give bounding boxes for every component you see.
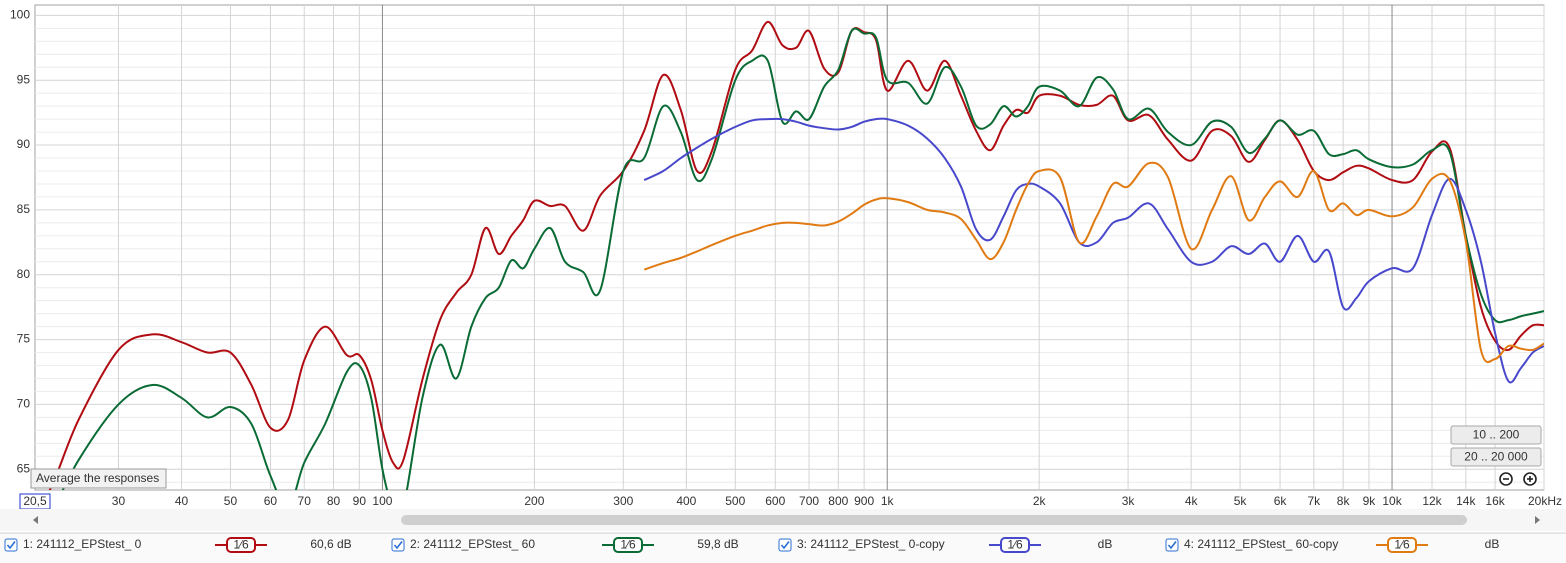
zoom-button-label: 20 .. 20 000	[1464, 450, 1528, 464]
x-tick-label: 3k	[1122, 494, 1136, 508]
series-level: dB	[1485, 537, 1500, 551]
response-curve	[61, 27, 1544, 490]
x-tick-label: 80	[327, 494, 341, 508]
checkbox-tick	[6, 541, 16, 550]
x-tick-label: 2k	[1033, 494, 1047, 508]
x-tick-label: 16k	[1485, 494, 1505, 508]
x-tick-label: 100	[372, 494, 392, 508]
smoothing-label: 1⁄6	[1007, 538, 1023, 552]
series-name[interactable]: 4: 241112_EPStest_ 60-copy	[1184, 537, 1338, 551]
y-tick-label: 100	[10, 8, 30, 22]
series-name[interactable]: 1: 241112_EPStest_ 0	[23, 537, 142, 551]
x-tick-label: 12k	[1422, 494, 1442, 508]
x-tick-label: 6k	[1274, 494, 1288, 508]
x-tick-label: 7k	[1307, 494, 1321, 508]
x-tick-label: 9k	[1363, 494, 1377, 508]
checkbox-tick	[393, 541, 403, 550]
series-checkbox[interactable]	[391, 538, 405, 552]
smoothing-label: 1⁄6	[620, 538, 636, 552]
x-tick-label: 800	[828, 494, 848, 508]
series-level: 60,6 dB	[310, 537, 351, 551]
response-curve	[643, 161, 1544, 364]
series-name[interactable]: 2: 241112_EPStest_ 60	[410, 537, 535, 551]
x-tick-label: 40	[175, 494, 189, 508]
plot-area	[34, 4, 1545, 491]
x-tick-label: 14k	[1456, 494, 1476, 508]
smoothing-box[interactable]	[613, 537, 643, 553]
x-tick-label: 300	[613, 494, 633, 508]
x-tick-label: 70	[298, 494, 312, 508]
scrollbar-thumb[interactable]	[401, 515, 1467, 525]
x-tick-label: 400	[676, 494, 696, 508]
series-name[interactable]: 3: 241112_EPStest_ 0-copy	[797, 537, 945, 551]
series-checkbox[interactable]	[1165, 538, 1179, 552]
y-tick-label: 95	[17, 72, 31, 86]
x-tick-label: 20,5	[23, 494, 47, 508]
y-tick-label: 65	[17, 461, 31, 475]
smoothing-label: 1⁄6	[233, 538, 249, 552]
smoothing-box[interactable]	[1387, 537, 1417, 553]
x-tick-label: 500	[725, 494, 745, 508]
x-tick-label: 90	[353, 494, 367, 508]
tooltip: Average the responses	[36, 471, 159, 485]
series-level: dB	[1098, 537, 1113, 551]
tooltip-box	[30, 468, 167, 489]
smoothing-box[interactable]	[226, 537, 256, 553]
checkbox-tick	[780, 541, 790, 550]
series-level: 59,8 dB	[697, 537, 738, 551]
smoothing-label: 1⁄6	[1394, 538, 1410, 552]
smoothing-box[interactable]	[1000, 537, 1030, 553]
x-tick-label: 4k	[1185, 494, 1199, 508]
x-tick-label: 5k	[1234, 494, 1248, 508]
y-tick-label: 80	[17, 267, 31, 281]
y-tick-label: 75	[17, 332, 31, 346]
x-tick-label: 20kHz	[1528, 494, 1562, 508]
checkbox-tick	[1167, 541, 1177, 550]
zoom-button[interactable]	[1450, 425, 1542, 445]
x-tick-label: 10k	[1382, 494, 1402, 508]
y-tick-label: 70	[17, 397, 31, 411]
x-tick-label: 200	[524, 494, 544, 508]
x-tick-label: 600	[765, 494, 785, 508]
scroll-left[interactable]	[33, 516, 38, 524]
x-tick-label: 900	[854, 494, 874, 508]
series-checkbox[interactable]	[778, 538, 792, 552]
zoom-button-label: 10 .. 200	[1473, 428, 1520, 442]
x-tick-label: 60	[264, 494, 278, 508]
y-tick-label: 90	[17, 137, 31, 151]
zoom-button[interactable]	[1450, 447, 1542, 467]
series-checkbox[interactable]	[4, 538, 18, 552]
x-tick-label: 30	[112, 494, 126, 508]
x-tick-label: 700	[799, 494, 819, 508]
x-tick-label: 8k	[1337, 494, 1351, 508]
x-tick-label: 50	[224, 494, 238, 508]
scroll-right[interactable]	[1535, 516, 1540, 524]
x-tick-label: 1k	[881, 494, 895, 508]
y-tick-label: 85	[17, 202, 31, 216]
